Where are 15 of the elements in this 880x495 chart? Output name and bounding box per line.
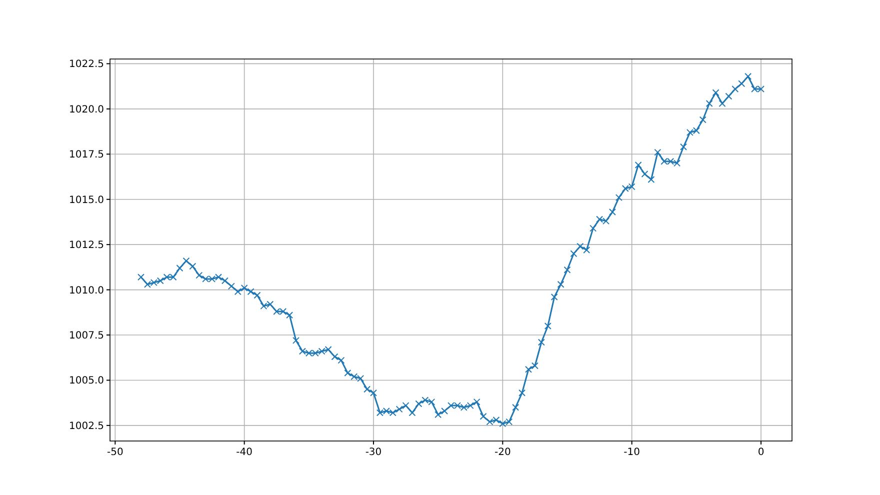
y-tick-label: 1012.5: [69, 240, 104, 252]
x-tick-label: -30: [365, 447, 382, 458]
x-tick-label: 0: [758, 447, 764, 458]
y-tick-label: 1015.0: [69, 194, 104, 206]
x-tick-label: -20: [494, 447, 511, 458]
x-tick-label: -40: [236, 447, 253, 458]
y-tick-label: 1002.5: [69, 420, 104, 432]
y-tick-label: 1017.5: [69, 150, 104, 161]
y-tick-label: 1007.5: [69, 330, 104, 342]
y-tick-label: 1020.0: [69, 104, 104, 116]
y-tick-label: 1010.0: [69, 285, 104, 296]
y-tick-label: 1005.0: [69, 376, 104, 387]
x-tick-label: -50: [106, 447, 124, 458]
y-tick-label: 1022.5: [69, 59, 104, 70]
x-tick-label: -10: [624, 447, 640, 458]
